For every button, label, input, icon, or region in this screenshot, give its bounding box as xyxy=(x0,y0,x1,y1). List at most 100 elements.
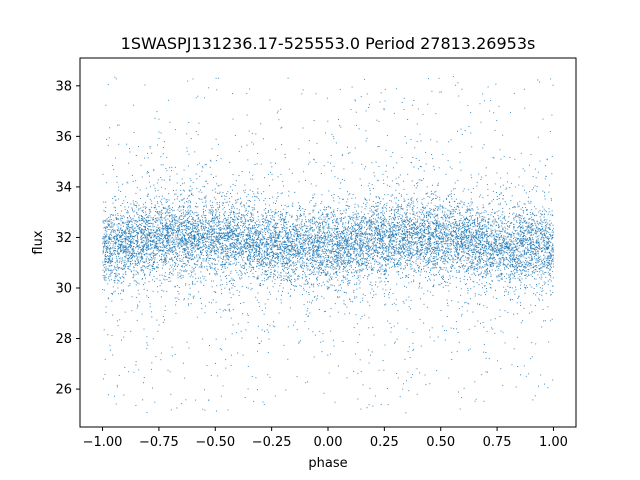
data-point xyxy=(491,224,493,226)
data-point xyxy=(148,172,150,173)
data-point xyxy=(451,230,453,232)
data-point xyxy=(534,265,536,267)
data-point xyxy=(318,230,320,232)
data-point xyxy=(542,259,544,261)
data-point xyxy=(473,272,475,274)
data-point xyxy=(282,180,284,182)
data-point xyxy=(446,228,448,230)
data-point xyxy=(442,255,443,257)
data-point xyxy=(358,255,360,257)
data-point xyxy=(281,242,283,244)
data-point xyxy=(535,254,537,256)
data-point xyxy=(201,198,203,200)
data-point xyxy=(432,208,434,210)
data-point xyxy=(430,291,431,293)
data-point xyxy=(202,220,204,222)
data-point xyxy=(175,264,176,266)
data-point xyxy=(467,247,469,249)
data-point xyxy=(488,244,489,246)
data-point xyxy=(338,241,340,243)
data-point xyxy=(192,297,194,299)
data-point xyxy=(112,236,114,238)
data-point xyxy=(183,189,185,191)
data-point xyxy=(105,235,107,237)
data-point xyxy=(406,286,408,288)
data-point xyxy=(436,236,438,238)
data-point xyxy=(520,284,522,286)
data-point xyxy=(161,228,163,230)
data-point xyxy=(350,264,352,266)
data-point xyxy=(537,270,539,272)
data-point xyxy=(350,236,352,238)
data-point xyxy=(213,251,215,253)
data-point xyxy=(277,258,279,260)
data-point xyxy=(224,287,226,289)
data-point xyxy=(514,273,516,275)
data-point xyxy=(386,259,388,261)
data-point xyxy=(357,243,359,245)
data-point xyxy=(511,244,513,246)
data-point xyxy=(142,217,144,219)
data-point xyxy=(434,238,436,240)
data-point xyxy=(452,242,454,244)
data-point xyxy=(126,246,128,248)
data-point xyxy=(463,239,465,240)
data-point xyxy=(301,93,303,95)
data-point xyxy=(401,217,403,219)
data-point xyxy=(130,241,132,243)
data-point xyxy=(427,225,429,227)
data-point xyxy=(468,235,470,237)
data-point xyxy=(456,233,458,235)
data-point xyxy=(459,258,461,260)
data-point xyxy=(397,377,399,379)
data-point xyxy=(136,307,138,309)
data-point xyxy=(267,254,269,256)
data-point xyxy=(394,233,396,235)
data-point xyxy=(404,233,406,235)
data-point xyxy=(453,226,455,228)
data-point xyxy=(313,245,315,246)
data-point xyxy=(168,276,170,278)
data-point xyxy=(133,246,135,247)
data-point xyxy=(142,233,144,235)
data-point xyxy=(132,247,134,249)
data-point xyxy=(546,257,548,259)
data-point xyxy=(154,190,156,192)
data-point xyxy=(377,222,379,224)
data-point xyxy=(352,261,353,263)
data-point xyxy=(408,390,410,392)
data-point xyxy=(254,221,256,223)
data-point xyxy=(536,266,538,268)
data-point xyxy=(125,238,127,240)
data-point xyxy=(144,84,146,86)
data-point xyxy=(396,338,398,340)
data-point xyxy=(190,202,191,204)
data-point xyxy=(160,352,162,354)
data-point xyxy=(247,228,249,230)
data-point xyxy=(381,241,383,243)
data-point xyxy=(225,275,227,277)
data-point xyxy=(535,248,537,250)
data-point xyxy=(147,193,149,195)
data-point xyxy=(435,240,437,242)
data-point xyxy=(162,225,163,226)
data-point xyxy=(137,253,139,254)
data-point xyxy=(402,236,404,238)
data-point xyxy=(482,233,484,235)
data-point xyxy=(247,205,249,207)
data-point xyxy=(302,249,304,251)
data-point xyxy=(270,222,272,224)
data-point xyxy=(237,198,239,200)
data-point xyxy=(335,273,337,275)
data-point xyxy=(163,207,165,209)
data-point xyxy=(146,172,148,174)
data-point xyxy=(389,258,391,260)
data-point xyxy=(315,162,317,163)
data-point xyxy=(379,232,381,234)
data-point xyxy=(435,208,436,210)
data-point xyxy=(488,242,490,244)
data-point xyxy=(369,207,371,209)
data-point xyxy=(203,245,205,247)
data-point xyxy=(508,246,510,248)
data-point xyxy=(440,268,442,270)
